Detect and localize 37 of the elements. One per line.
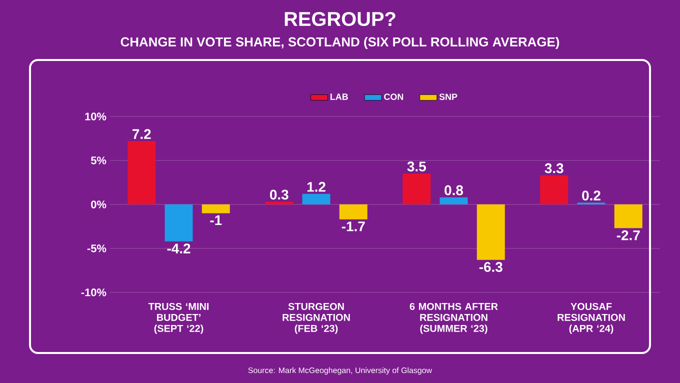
x-tick-label: TRUSS ‘MINI BUDGET’ (SEPT ‘22) (148, 302, 209, 334)
y-tick-label: 5% (90, 156, 106, 164)
bar (128, 141, 156, 204)
y-tick-label: 10% (85, 112, 106, 120)
bar (476, 204, 505, 260)
bar (202, 204, 230, 214)
data-label: 3.5 (407, 162, 426, 172)
bar (540, 175, 568, 204)
bar (402, 174, 431, 204)
bar (164, 204, 193, 242)
bar (614, 204, 642, 228)
x-tick-label: YOUSAF RESIGNATION (APR ‘24) (558, 302, 625, 334)
data-label: 0.8 (444, 185, 464, 196)
data-label: -2.7 (616, 230, 640, 240)
bar (302, 194, 330, 204)
legend-label: SNP (439, 94, 458, 100)
data-label: 1.2 (307, 182, 326, 192)
bar (265, 202, 294, 204)
y-tick-label: 0% (91, 200, 106, 208)
x-tick-label: 6 MONTHS AFTER RESIGNATION (SUMMER ‘23) (410, 302, 498, 334)
y-tick-label: -10% (81, 288, 106, 296)
data-label: -4.2 (167, 244, 190, 254)
chart-title: REGROUP? (284, 12, 396, 26)
data-label: 3.3 (544, 163, 564, 174)
data-label: -6.3 (479, 262, 502, 272)
data-label: -1.7 (342, 222, 365, 232)
bar (440, 197, 468, 204)
data-label: 0.2 (582, 190, 600, 200)
legend-label: CON (384, 94, 404, 100)
y-tick-label: -5% (87, 244, 106, 252)
legend-label: LAB (330, 94, 348, 100)
data-label: 0.3 (270, 190, 288, 200)
data-label: 7.2 (132, 129, 151, 139)
chart-subtitle: CHANGE IN VOTE SHARE, SCOTLAND (SIX POLL ROLLING AVERAGE) (120, 36, 560, 50)
bar (339, 204, 368, 220)
data-label: -1 (210, 215, 222, 226)
x-tick-label: STURGEON RESIGNATION (FEB ‘23) (282, 302, 350, 334)
